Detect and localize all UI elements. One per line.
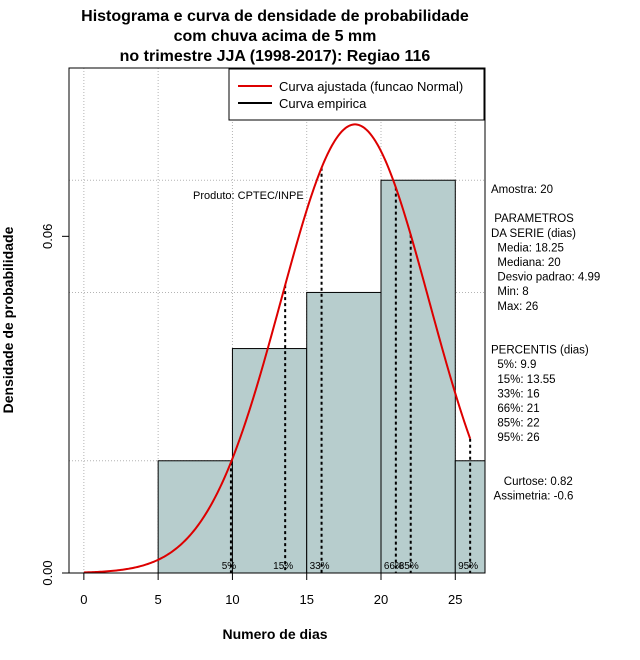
legend-box (228, 68, 485, 121)
stats-line: 66%: 21 (491, 403, 540, 415)
fitted-curve (83, 123, 472, 574)
stats-line: PARAMETROS (491, 213, 574, 225)
x-tick-label: 5 (155, 592, 162, 607)
stats-line: DA SERIE (dias) (491, 228, 576, 240)
percentile-lines (229, 167, 472, 573)
legend-label-fit: Curva ajustada (funcao Normal) (279, 79, 463, 94)
y-axis: 0.00 0.06 Densidade de probabilidade (0, 224, 70, 586)
x-axis: 0 5 10 15 20 25 Numero de dias (80, 572, 463, 642)
stats-line: PERCENTIS (dias) (491, 345, 589, 357)
stats-line: 15%: 13.55 (491, 374, 556, 386)
stats-line: Curtose: 0.82 (491, 476, 573, 488)
y-tick-label: 0.00 (40, 560, 55, 585)
x-tick-label: 0 (80, 592, 87, 607)
percentile-label: 33% (310, 561, 330, 572)
normal-curve-line (83, 123, 472, 574)
stats-panel: Amostra: 20 PARAMETROS DA SERIE (dias) Me… (491, 184, 600, 503)
percentile-label: 5% (222, 561, 237, 572)
stats-line: Max: 26 (491, 301, 538, 313)
y-tick-label: 0.06 (40, 224, 55, 249)
histogram-bar (306, 291, 382, 573)
histogram-bar (157, 460, 233, 573)
histogram-bars (157, 179, 485, 573)
stats-line: Media: 18.25 (491, 242, 564, 254)
title-line: Histograma e curva de densidade de proba… (81, 8, 469, 25)
percentile-label: 15% (273, 561, 293, 572)
legend: Curva ajustada (funcao Normal) Curva empi… (228, 68, 485, 121)
x-axis-title: Numero de dias (222, 626, 327, 642)
y-axis-title: Densidade de probabilidade (0, 226, 16, 413)
x-tick-label: 25 (448, 592, 462, 607)
legend-label-empirical: Curva empirica (279, 96, 367, 111)
stats-line: Desvio padrao: 4.99 (491, 272, 600, 284)
histogram-bar (380, 179, 456, 573)
percentile-label: 95% (458, 561, 478, 572)
stats-line: Amostra: 20 (491, 184, 553, 196)
x-tick-label: 10 (225, 592, 239, 607)
x-tick-label: 15 (299, 592, 313, 607)
percentile-label: 85% (399, 561, 419, 572)
product-label: Produto: CPTEC/INPE (193, 190, 304, 202)
histogram-bar (231, 348, 308, 573)
chart-title: Histograma e curva de densidade de proba… (81, 8, 469, 65)
stats-line: 5%: 9.9 (491, 359, 536, 371)
stats-line: Min: 8 (491, 286, 529, 298)
title-line: com chuva acima de 5 mm (174, 28, 377, 45)
percentile-labels: 5% 15% 33% 66%85% 95% (222, 561, 479, 572)
x-tick-label: 20 (374, 592, 388, 607)
stats-line: 33%: 16 (491, 388, 540, 400)
stats-line: 85%: 22 (491, 418, 540, 430)
stats-line: Assimetria: -0.6 (491, 491, 573, 503)
title-line: no trimestre JJA (1998-2017): Regiao 116 (120, 48, 431, 65)
stats-line: 95%: 26 (491, 432, 540, 444)
stats-line: Mediana: 20 (491, 257, 561, 269)
percentile-label: 66% (384, 561, 404, 572)
